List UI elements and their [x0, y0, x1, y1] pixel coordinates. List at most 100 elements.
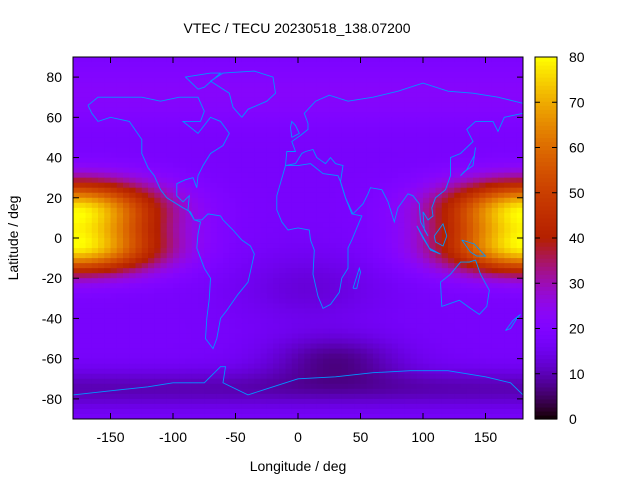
heatmap-cell [279, 298, 286, 304]
heatmap-cell [385, 152, 393, 159]
heatmap-cell [441, 328, 449, 335]
heatmap-cell [173, 202, 180, 209]
heatmap-cell [485, 137, 493, 143]
heatmap-cell [410, 318, 418, 324]
heatmap-cell [323, 323, 330, 329]
heatmap-cell [79, 243, 86, 249]
heatmap-cell [435, 232, 443, 239]
heatmap-cell [298, 368, 305, 375]
heatmap-cell [504, 152, 511, 159]
heatmap-cell [429, 137, 436, 143]
heatmap-cell [279, 227, 286, 234]
heatmap-cell [491, 348, 499, 355]
heatmap-cell [191, 172, 199, 179]
heatmap-cell [285, 313, 293, 319]
heatmap-cell [329, 162, 336, 169]
heatmap-cell [441, 132, 449, 138]
heatmap-cell [229, 323, 236, 329]
heatmap-cell [198, 152, 205, 159]
heatmap-cell [466, 97, 474, 103]
heatmap-cell [473, 177, 480, 184]
heatmap-cell [485, 263, 493, 269]
heatmap-cell [110, 373, 118, 380]
heatmap-cell [298, 333, 305, 340]
heatmap-cell [135, 273, 143, 279]
heatmap-cell [466, 77, 474, 83]
heatmap-cell [385, 333, 393, 340]
heatmap-cell [185, 263, 193, 269]
heatmap-cell [98, 232, 105, 239]
heatmap-cell [173, 313, 180, 319]
heatmap-cell [485, 393, 493, 400]
heatmap-cell [510, 298, 518, 304]
heatmap-cell [235, 87, 243, 93]
heatmap-cell [366, 368, 374, 375]
heatmap-cell [85, 378, 93, 385]
heatmap-cell [398, 393, 405, 400]
heatmap-cell [179, 132, 186, 138]
heatmap-cell [204, 122, 211, 128]
heatmap-cell [160, 273, 168, 279]
heatmap-cell [173, 363, 180, 370]
heatmap-cell [154, 308, 161, 314]
heatmap-cell [423, 177, 430, 184]
heatmap-cell [260, 92, 268, 98]
heatmap-cell [498, 97, 505, 103]
heatmap-cell [235, 303, 243, 309]
heatmap-cell [223, 333, 230, 340]
heatmap-cell [216, 358, 224, 365]
heatmap-cell [310, 398, 318, 405]
heatmap-cell [141, 253, 149, 259]
heatmap-cell [348, 162, 355, 169]
heatmap-cell [135, 202, 143, 209]
heatmap-cell [341, 82, 349, 88]
heatmap-cell [141, 308, 149, 314]
heatmap-cell [379, 217, 386, 224]
heatmap-cell [185, 383, 193, 390]
heatmap-cell [373, 243, 380, 249]
heatmap-cell [198, 303, 205, 309]
heatmap-cell [504, 202, 511, 209]
heatmap-cell [510, 182, 518, 189]
heatmap-cell [216, 263, 224, 269]
heatmap-cell [229, 117, 236, 123]
heatmap-cell [160, 383, 168, 390]
heatmap-cell [298, 288, 305, 294]
heatmap-cell [510, 187, 518, 194]
heatmap-cell [123, 333, 130, 340]
heatmap-cell [354, 363, 361, 370]
heatmap-cell [135, 197, 143, 204]
heatmap-cell [129, 142, 136, 148]
heatmap-cell [166, 283, 174, 289]
heatmap-cell [198, 107, 205, 113]
heatmap-cell [304, 97, 311, 103]
heatmap-cell [79, 258, 86, 264]
heatmap-cell [291, 318, 299, 324]
heatmap-cell [354, 122, 361, 128]
heatmap-cell [398, 162, 405, 169]
heatmap-cell [410, 72, 418, 78]
heatmap-cell [73, 187, 80, 194]
heatmap-cell [98, 202, 105, 209]
heatmap-cell [266, 338, 274, 345]
heatmap-cell [204, 147, 211, 154]
heatmap-cell [498, 182, 505, 189]
heatmap-cell [166, 273, 174, 279]
heatmap-cell [235, 182, 243, 189]
heatmap-cell [354, 313, 361, 319]
heatmap-cell [154, 217, 161, 224]
heatmap-cell [254, 62, 261, 68]
heatmap-cell [504, 57, 511, 63]
heatmap-cell [116, 273, 124, 279]
heatmap-cell [148, 313, 155, 319]
heatmap-cell [485, 92, 493, 98]
heatmap-cell [429, 167, 436, 174]
heatmap-cell [291, 72, 299, 78]
heatmap-cell [448, 122, 455, 128]
heatmap-cell [204, 107, 211, 113]
heatmap-cell [160, 263, 168, 269]
heatmap-cell [366, 137, 374, 143]
heatmap-cell [235, 192, 243, 199]
heatmap-cell [129, 343, 136, 350]
heatmap-cell [404, 207, 411, 214]
